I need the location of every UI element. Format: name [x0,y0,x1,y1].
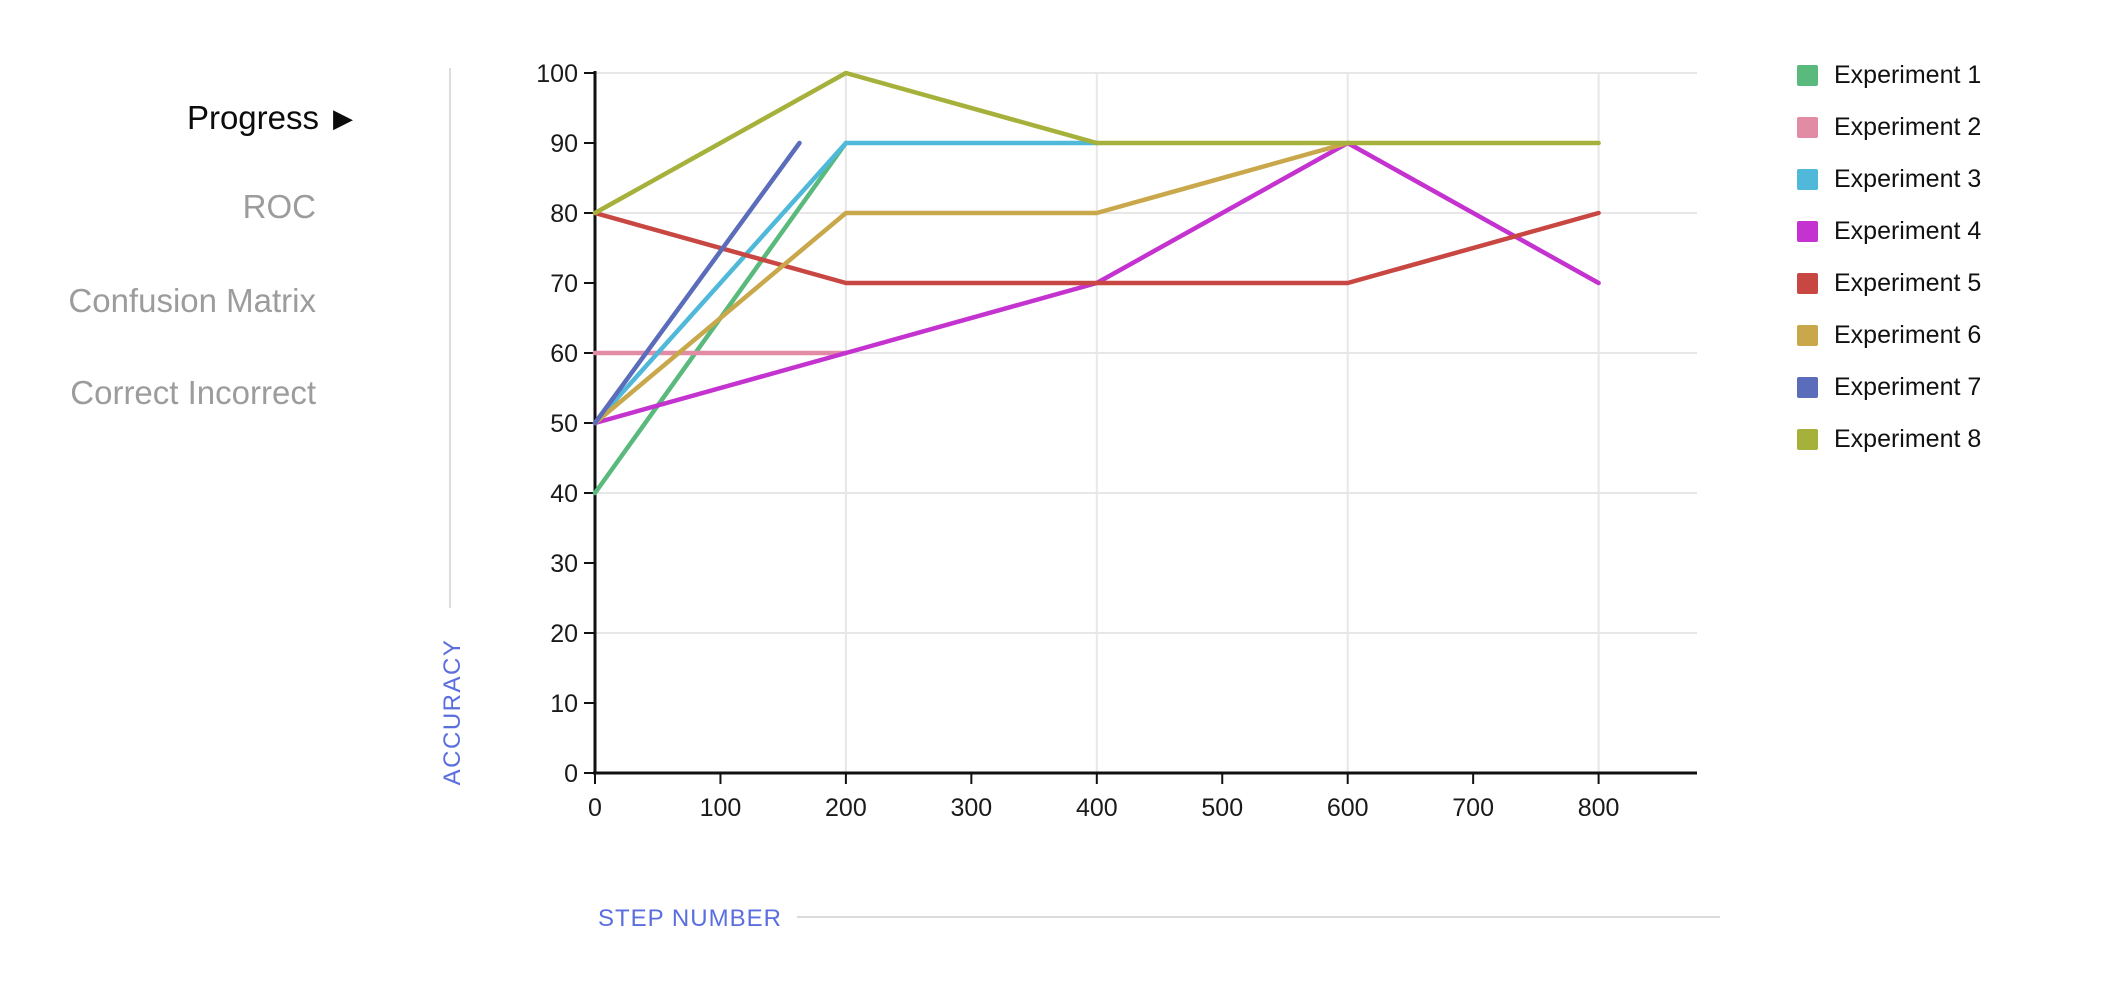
legend-swatch-experiment-5 [1797,273,1818,295]
legend-item-experiment-4[interactable]: Experiment 4 [1797,216,1982,245]
y-tick-label-50: 50 [550,410,578,438]
sidebar-item-roc[interactable]: ROC [242,188,316,225]
legend-item-experiment-3[interactable]: Experiment 3 [1797,164,1982,193]
legend-swatch-experiment-1 [1797,64,1818,86]
legend-item-experiment-5[interactable]: Experiment 5 [1797,269,1982,298]
series-line-experiment-6 [592,140,1350,426]
sidebar-item-correct-incorrect[interactable]: Correct Incorrect [70,374,316,411]
legend-label-experiment-3: Experiment 3 [1834,164,1982,193]
x-axis-title: STEP NUMBER [598,905,782,932]
x-tick-label-300: 300 [950,794,992,822]
x-tick-label-400: 400 [1076,794,1118,822]
legend-swatch-experiment-4 [1797,220,1818,242]
y-tick-label-40: 40 [550,480,578,508]
active-arrow-icon: ▶ [333,103,353,133]
legend-label-experiment-8: Experiment 8 [1834,425,1982,454]
legend-swatch-experiment-2 [1797,116,1818,138]
series-line-experiment-5 [592,210,1601,286]
x-tick-label-800: 800 [1578,794,1620,822]
legend-swatch-experiment-7 [1797,377,1818,399]
x-tick-label-500: 500 [1201,794,1243,822]
x-tick-label-700: 700 [1452,794,1494,822]
sidebar-item-progress[interactable]: Progress ▶ [187,97,353,139]
y-axis-title-rule [449,68,451,608]
legend-label-experiment-4: Experiment 4 [1834,216,1982,245]
legend-item-experiment-7[interactable]: Experiment 7 [1797,373,1982,402]
legend-label-experiment-5: Experiment 5 [1834,269,1982,298]
legend-item-experiment-6[interactable]: Experiment 6 [1797,321,1982,350]
legend-swatch-experiment-3 [1797,168,1818,190]
legend-swatch-experiment-6 [1797,325,1818,347]
series-line-experiment-3 [592,140,1100,426]
legend-item-experiment-8[interactable]: Experiment 8 [1797,425,1982,454]
y-tick-label-80: 80 [550,200,578,228]
legend-item-experiment-2[interactable]: Experiment 2 [1797,112,1982,141]
legend-label-experiment-1: Experiment 1 [1834,60,1982,89]
series-line-experiment-7 [592,140,802,426]
sidebar-item-progress-label: Progress [186,99,319,136]
x-tick-label-100: 100 [700,794,742,822]
y-tick-label-10: 10 [550,690,578,718]
y-tick-label-30: 30 [550,550,578,578]
legend-label-experiment-2: Experiment 2 [1834,112,1982,141]
y-tick-label-100: 100 [536,60,578,88]
y-tick-label-70: 70 [550,270,578,298]
legend-label-experiment-7: Experiment 7 [1834,373,1982,402]
y-tick-label-20: 20 [550,620,578,648]
y-tick-label-60: 60 [550,340,578,368]
sidebar-item-confusion-matrix[interactable]: Confusion Matrix [68,282,316,319]
x-axis-title-rule [797,916,1720,918]
x-tick-label-600: 600 [1327,794,1369,822]
y-tick-label-0: 0 [564,760,578,788]
series-line-experiment-8 [592,70,1601,216]
x-tick-label-200: 200 [825,794,867,822]
legend-label-experiment-6: Experiment 6 [1834,321,1982,350]
y-tick-label-90: 90 [550,130,578,158]
legend-swatch-experiment-8 [1797,429,1818,451]
x-tick-label-0: 0 [588,794,602,822]
legend-item-experiment-1[interactable]: Experiment 1 [1797,60,1982,89]
